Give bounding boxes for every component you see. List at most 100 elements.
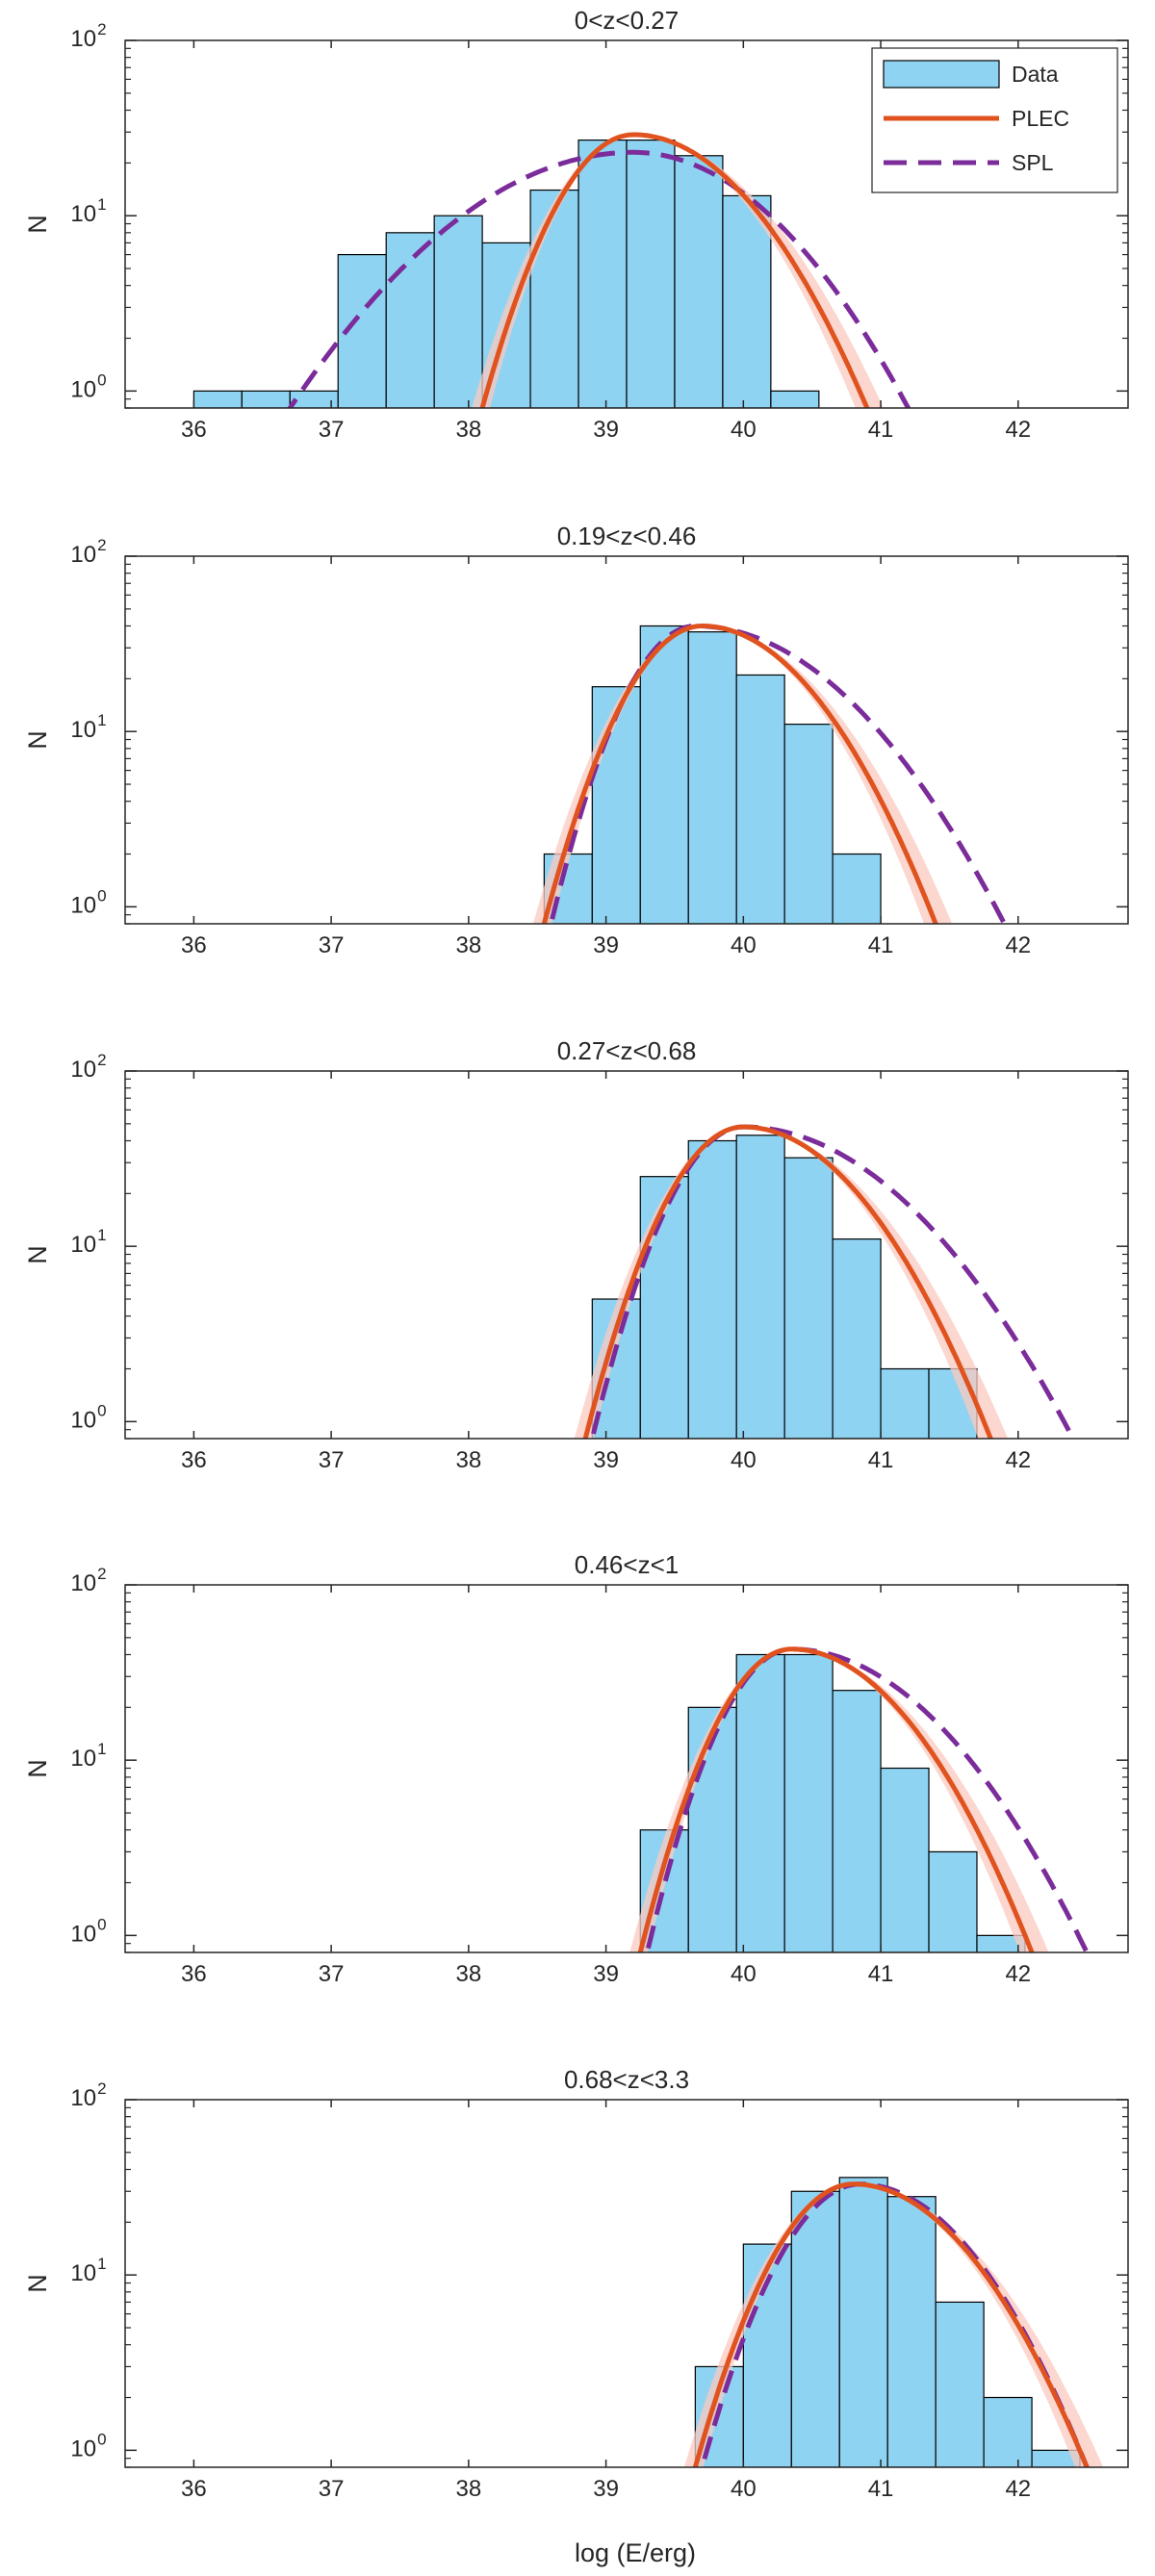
x-tick-label: 40 bbox=[731, 1961, 757, 1987]
y-tick-label: 100 bbox=[70, 1915, 106, 1947]
y-tick-label: 100 bbox=[70, 1401, 106, 1433]
y-tick-label: 101 bbox=[70, 1226, 106, 1258]
y-tick-label: 100 bbox=[70, 370, 106, 402]
histogram-bar bbox=[735, 674, 785, 924]
x-tick-label: 39 bbox=[593, 1961, 619, 1987]
y-tick-exponent: 1 bbox=[97, 711, 106, 729]
y-tick-label: 102 bbox=[70, 1565, 106, 1596]
y-tick-exponent: 2 bbox=[97, 2079, 106, 2098]
histogram-bar bbox=[880, 1367, 930, 1439]
plot-area bbox=[192, 132, 911, 408]
spl-curve bbox=[644, 1646, 1090, 1952]
x-tick-label: 38 bbox=[455, 1961, 481, 1987]
x-tick-label: 39 bbox=[593, 2476, 619, 2502]
plec-curve bbox=[479, 132, 870, 408]
x-tick-label: 36 bbox=[181, 932, 207, 958]
histogram-bar bbox=[832, 1238, 882, 1439]
histogram-bar bbox=[880, 1767, 930, 1952]
histogram-bar bbox=[722, 194, 772, 408]
spl-curve bbox=[287, 149, 911, 408]
x-tick-label: 37 bbox=[319, 1447, 345, 1473]
panel-title: 0.46<z<1 bbox=[575, 1550, 679, 1579]
y-tick-exponent: 2 bbox=[97, 536, 106, 554]
histogram-bar bbox=[578, 139, 628, 408]
y-tick-label: 102 bbox=[70, 20, 106, 52]
panel-title: 0.68<z<3.3 bbox=[564, 2065, 689, 2094]
histogram-bar bbox=[770, 390, 820, 408]
y-tick-label: 101 bbox=[70, 711, 106, 743]
plot-area bbox=[629, 1646, 1090, 1952]
plot-area bbox=[683, 2177, 1104, 2467]
y-tick-label: 102 bbox=[70, 2079, 106, 2111]
x-tick-label: 37 bbox=[319, 1961, 345, 1987]
x-axis-label: log (E/erg) bbox=[575, 2538, 696, 2567]
x-tick-label: 37 bbox=[319, 417, 345, 443]
x-tick-label: 38 bbox=[455, 932, 481, 958]
panel-title: 0.19<z<0.46 bbox=[557, 522, 697, 550]
plec-confidence-band bbox=[574, 1127, 1009, 1439]
y-tick-exponent: 0 bbox=[97, 1915, 106, 1933]
x-tick-label: 36 bbox=[181, 1961, 207, 1987]
y-axis-label: N bbox=[23, 1245, 52, 1264]
y-tick-exponent: 2 bbox=[97, 1051, 106, 1069]
y-tick-exponent: 2 bbox=[97, 1565, 106, 1583]
histogram-bar bbox=[783, 1653, 834, 1952]
legend-label-data: Data bbox=[1012, 62, 1059, 87]
plec-curve bbox=[692, 2181, 1090, 2467]
x-tick-label: 42 bbox=[1005, 1447, 1031, 1473]
panel-title: 0.27<z<0.68 bbox=[557, 1036, 697, 1065]
histogram-bar bbox=[639, 625, 689, 924]
x-tick-label: 41 bbox=[868, 932, 894, 958]
x-tick-label: 40 bbox=[731, 932, 757, 958]
x-tick-label: 36 bbox=[181, 417, 207, 443]
y-axis-label: N bbox=[23, 1759, 52, 1778]
x-tick-label: 39 bbox=[593, 932, 619, 958]
histogram-bar bbox=[591, 686, 641, 924]
histogram-bar bbox=[928, 1850, 978, 1952]
x-tick-label: 38 bbox=[455, 2476, 481, 2502]
y-tick-label: 101 bbox=[70, 195, 106, 227]
y-tick-label: 102 bbox=[70, 1051, 106, 1083]
x-tick-label: 40 bbox=[731, 417, 757, 443]
y-tick-exponent: 1 bbox=[97, 1226, 106, 1244]
histogram-bar bbox=[192, 390, 243, 408]
histogram-bar bbox=[783, 724, 834, 924]
x-tick-label: 38 bbox=[455, 417, 481, 443]
x-tick-label: 41 bbox=[868, 417, 894, 443]
x-tick-label: 37 bbox=[319, 932, 345, 958]
histogram-bar bbox=[886, 2196, 937, 2467]
y-tick-exponent: 0 bbox=[97, 1401, 106, 1419]
y-tick-label: 101 bbox=[70, 1740, 106, 1772]
x-tick-label: 41 bbox=[868, 2476, 894, 2502]
histogram-bar bbox=[935, 2301, 985, 2467]
y-axis-label: N bbox=[23, 2274, 52, 2293]
x-tick-label: 39 bbox=[593, 417, 619, 443]
y-tick-exponent: 0 bbox=[97, 886, 106, 905]
legend-label-spl: SPL bbox=[1012, 150, 1054, 175]
y-tick-label: 102 bbox=[70, 536, 106, 568]
x-tick-label: 39 bbox=[593, 1447, 619, 1473]
histogram-bar bbox=[674, 155, 724, 408]
y-tick-exponent: 0 bbox=[97, 370, 106, 389]
x-tick-label: 40 bbox=[731, 1447, 757, 1473]
histogram-bar bbox=[529, 189, 579, 408]
x-tick-label: 41 bbox=[868, 1961, 894, 1987]
histogram-bar bbox=[783, 1157, 834, 1439]
histogram-bar bbox=[790, 2190, 840, 2467]
x-tick-label: 42 bbox=[1005, 417, 1031, 443]
y-tick-exponent: 0 bbox=[97, 2430, 106, 2448]
histogram-bar bbox=[735, 1653, 785, 1952]
legend: Data PLEC SPL bbox=[871, 47, 1118, 193]
x-tick-label: 36 bbox=[181, 2476, 207, 2502]
legend-label-plec: PLEC bbox=[1012, 106, 1069, 131]
y-tick-exponent: 1 bbox=[97, 195, 106, 214]
panel-title: 0<z<0.27 bbox=[575, 6, 679, 35]
y-axis-label: N bbox=[23, 730, 52, 750]
x-tick-label: 37 bbox=[319, 2476, 345, 2502]
